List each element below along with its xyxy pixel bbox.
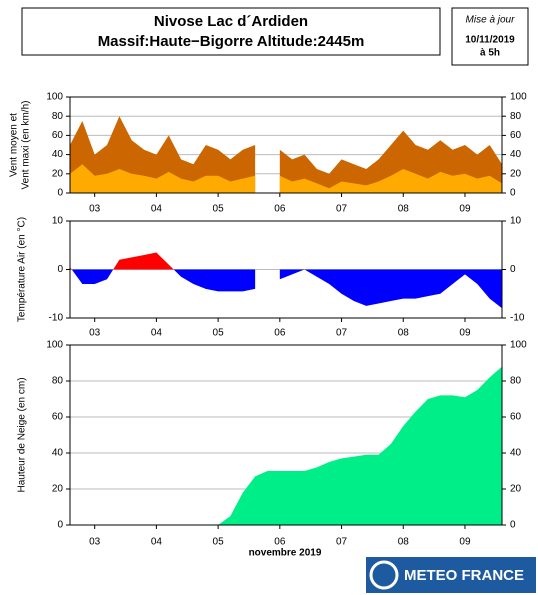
y-axis-label: Vent maxi (en km/h) xyxy=(21,101,32,190)
x-tick-label: 04 xyxy=(151,204,163,215)
x-tick-label: 09 xyxy=(459,328,471,339)
y-tick-label: 100 xyxy=(510,340,527,351)
x-tick-label: 04 xyxy=(151,328,163,339)
update-time: à 5h xyxy=(480,48,500,59)
x-tick-label: 04 xyxy=(151,537,163,548)
logo-box xyxy=(366,557,536,593)
y-tick-label: 60 xyxy=(510,130,522,141)
y-tick-label: 0 xyxy=(510,520,516,531)
y-tick-label: 80 xyxy=(510,376,522,387)
x-tick-label: 05 xyxy=(213,328,225,339)
x-tick-label: 08 xyxy=(398,537,410,548)
y-tick-label: 80 xyxy=(52,376,64,387)
update-date: 10/11/2019 xyxy=(465,35,515,46)
y-tick-label: 60 xyxy=(510,412,522,423)
y-tick-label: 20 xyxy=(510,168,522,179)
y-tick-label: 80 xyxy=(510,111,522,122)
y-tick-label: 0 xyxy=(57,264,63,275)
y-tick-label: 40 xyxy=(510,149,522,160)
y-tick-label: 10 xyxy=(510,216,522,227)
update-label: Mise à jour xyxy=(466,15,516,26)
y-tick-label: 0 xyxy=(510,188,516,199)
y-tick-label: 0 xyxy=(510,264,516,275)
x-tick-label: 08 xyxy=(398,204,410,215)
y-tick-label: 20 xyxy=(52,484,64,495)
plot-frame xyxy=(69,344,503,526)
x-tick-label: 03 xyxy=(89,537,101,548)
y-tick-label: 40 xyxy=(510,448,522,459)
x-tick-label: 06 xyxy=(274,204,286,215)
y-axis-label: Hauteur de Neige (en cm) xyxy=(17,377,28,492)
title: Nivose Lac d´Ardiden xyxy=(154,13,308,30)
area xyxy=(279,169,502,193)
y-tick-label: 40 xyxy=(52,149,64,160)
y-tick-label: 60 xyxy=(52,130,64,141)
area-negative xyxy=(279,269,502,309)
y-tick-label: -10 xyxy=(49,313,64,324)
logo-icon xyxy=(369,560,399,590)
x-tick-label: 06 xyxy=(274,328,286,339)
x-tick-label: 07 xyxy=(336,537,348,548)
y-tick-label: 100 xyxy=(46,340,63,351)
y-tick-label: 60 xyxy=(52,412,64,423)
y-tick-label: 80 xyxy=(52,111,64,122)
y-tick-label: 20 xyxy=(510,484,522,495)
title-box xyxy=(21,7,441,56)
x-tick-label: 09 xyxy=(459,537,471,548)
x-tick-label: 03 xyxy=(89,328,101,339)
title: Massif:Haute−Bigorre Altitude:2445m xyxy=(98,33,365,50)
y-axis-label: Température Air (en °C) xyxy=(17,217,28,322)
y-tick-label: 10 xyxy=(52,216,64,227)
area xyxy=(70,164,256,193)
y-tick-label: 100 xyxy=(510,92,527,103)
y-tick-label: -10 xyxy=(510,313,525,324)
plot-frame xyxy=(69,220,503,319)
plot-frame xyxy=(69,96,503,194)
area-negative xyxy=(70,269,256,292)
area xyxy=(70,366,502,525)
y-tick-label: 0 xyxy=(57,520,63,531)
x-axis-label: novembre 2019 xyxy=(249,548,322,559)
x-tick-label: 09 xyxy=(459,204,471,215)
x-tick-label: 06 xyxy=(274,537,286,548)
x-tick-label: 05 xyxy=(213,204,225,215)
x-tick-label: 07 xyxy=(336,328,348,339)
update-box xyxy=(451,7,529,66)
x-tick-label: 03 xyxy=(89,204,101,215)
x-tick-label: 08 xyxy=(398,328,410,339)
area-positive xyxy=(70,252,256,270)
y-axis-label: Vent moyen et xyxy=(9,113,20,177)
y-tick-label: 100 xyxy=(46,92,63,103)
y-tick-label: 20 xyxy=(52,168,64,179)
logo: METEO FRANCE xyxy=(404,567,524,584)
y-tick-label: 0 xyxy=(57,188,63,199)
y-tick-label: 40 xyxy=(52,448,64,459)
x-tick-label: 07 xyxy=(336,204,348,215)
x-tick-label: 05 xyxy=(213,537,225,548)
